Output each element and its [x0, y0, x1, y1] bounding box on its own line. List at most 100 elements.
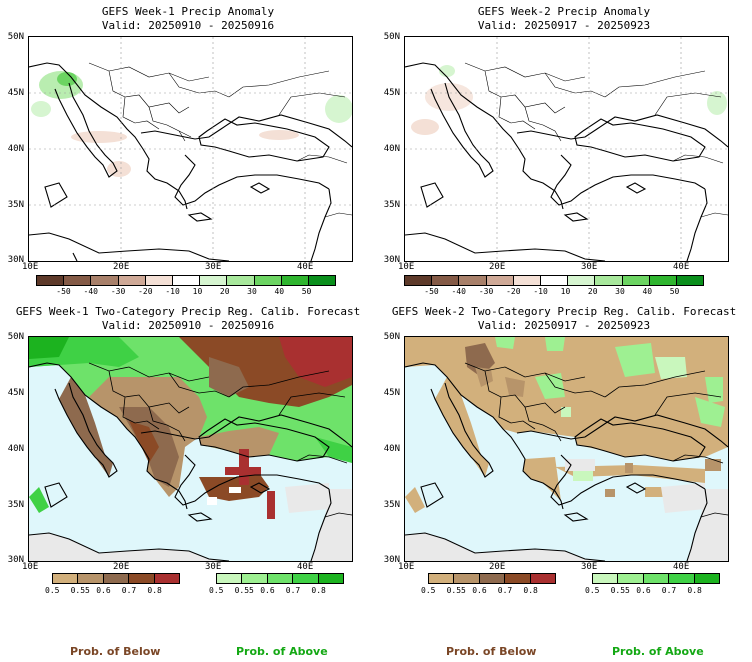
colorbar-tick-label: 0.6: [472, 586, 487, 595]
panel-valid-dates: Valid: 20250917 - 20250923: [477, 19, 651, 32]
above-colorbar: [216, 573, 344, 584]
colorbar-swatch: [145, 276, 173, 285]
lat-label: 35N: [7, 200, 24, 210]
colorbar-tick-label: -10: [533, 287, 548, 296]
colorbar-swatch: [649, 276, 677, 285]
panel-title: GEFS Week-2 Two-Category Precip Reg. Cal…: [391, 305, 737, 318]
colorbar-tick-label: 40: [642, 287, 653, 296]
colorbar-swatch: [242, 574, 268, 583]
colorbar-swatch: [37, 276, 65, 285]
colorbar-swatch: [172, 276, 201, 285]
caption-prob-below: Prob. of Below: [446, 645, 537, 658]
colorbar-swatch: [694, 574, 720, 583]
lon-label: 30E: [581, 262, 598, 272]
colorbar-swatch: [254, 276, 282, 285]
colorbar-tick-label: -50: [424, 287, 439, 296]
colorbar-tick-label: -30: [478, 287, 494, 296]
panel-week2-anomaly: GEFS Week-2 Precip Anomaly Valid: 202509…: [376, 0, 752, 300]
colorbar-swatch: [318, 574, 344, 583]
coastlines: [405, 62, 728, 261]
above-colorbar-labels: 0.5 0.55 0.6 0.7 0.8: [585, 586, 720, 598]
anomaly-colorbar-labels: -50 -40 -30 -20 -10 10 20 30 40 50: [404, 287, 704, 299]
colorbar-tick-label: 0.55: [610, 586, 630, 595]
colorbar-swatch: [308, 276, 336, 285]
panel-title: GEFS Week-1 Precip Anomaly: [101, 5, 275, 18]
colorbar-tick-label: 50: [669, 287, 680, 296]
colorbar-tick-label: 0.8: [687, 586, 702, 595]
colorbar-tick-label: 0.5: [421, 586, 436, 595]
colorbar-tick-label: 0.5: [209, 586, 224, 595]
probability-map: [28, 336, 353, 562]
panel-week2-probability: GEFS Week-2 Two-Category Precip Reg. Cal…: [376, 300, 752, 600]
colorbar-swatch: [432, 276, 460, 285]
colorbar-swatch: [593, 574, 619, 583]
colorbar-swatch: [643, 574, 670, 583]
panel-week1-anomaly: GEFS Week-1 Precip Anomaly Valid: 202509…: [0, 0, 376, 300]
colorbar-swatch: [676, 276, 704, 285]
caption-prob-above: Prob. of Above: [236, 645, 328, 658]
anomaly-colorbar: [404, 275, 704, 286]
colorbar-swatch: [486, 276, 514, 285]
map-canvas: [405, 37, 728, 261]
lat-label: 35N: [383, 200, 400, 210]
colorbar-swatch: [53, 574, 79, 583]
colorbar-tick-label: 0.7: [661, 586, 677, 595]
anomaly-colorbar: [36, 275, 336, 286]
lon-label: 10E: [22, 262, 39, 272]
colorbar-tick-label: 10: [192, 287, 203, 296]
colorbar-swatch: [513, 276, 541, 285]
colorbar-tick-label: 20: [219, 287, 230, 296]
lat-label: 45N: [7, 388, 24, 398]
colorbar-swatch: [622, 276, 650, 285]
colorbar-tick-label: 0.7: [121, 586, 137, 595]
above-colorbar: [592, 573, 720, 584]
lon-label: 20E: [489, 262, 506, 272]
colorbar-tick-label: 0.55: [234, 586, 254, 595]
colorbar-tick-label: -40: [83, 287, 98, 296]
colorbar-tick-label: -50: [56, 287, 71, 296]
colorbar-swatch: [64, 276, 92, 285]
below-colorbar: [428, 573, 556, 584]
coastlines: [29, 362, 352, 561]
panel-title: GEFS Week-2 Precip Anomaly: [477, 5, 651, 18]
colorbar-tick-label: 40: [274, 287, 285, 296]
colorbar-tick-label: -20: [506, 287, 521, 296]
colorbar-swatch: [103, 574, 130, 583]
colorbar-tick-label: 0.6: [260, 586, 275, 595]
colorbar-tick-label: 0.6: [96, 586, 111, 595]
lon-label: 40E: [673, 562, 690, 572]
colorbar-tick-label: 10: [560, 287, 571, 296]
colorbar-tick-label: -10: [165, 287, 180, 296]
colorbar-swatch: [454, 574, 480, 583]
anomaly-map: [28, 36, 353, 262]
colorbar-swatch: [91, 276, 119, 285]
colorbar-swatch: [530, 574, 556, 583]
lat-label: 50N: [7, 332, 24, 342]
colorbar-swatch: [669, 574, 695, 583]
colorbar-tick-label: 50: [301, 287, 312, 296]
map-canvas: [29, 37, 352, 261]
colorbar-tick-label: -40: [451, 287, 466, 296]
colorbar-tick-label: 0.8: [311, 586, 326, 595]
below-colorbar: [52, 573, 180, 584]
lat-label: 30N: [383, 255, 400, 265]
borders: [88, 62, 352, 218]
colorbar-tick-label: -20: [138, 287, 153, 296]
colorbar-swatch: [405, 276, 433, 285]
gridlines: [29, 37, 352, 261]
lat-label: 50N: [383, 332, 400, 342]
colorbar-tick-label: -30: [110, 287, 126, 296]
colorbar-tick-label: 0.8: [523, 586, 538, 595]
lon-label: 10E: [398, 562, 415, 572]
colorbar-swatch: [568, 276, 596, 285]
gridlines: [405, 37, 728, 261]
lat-label: 40N: [7, 444, 24, 454]
lon-label: 10E: [22, 562, 39, 572]
anomaly-shading: [411, 65, 727, 135]
lon-label: 20E: [113, 562, 130, 572]
caption-prob-above: Prob. of Above: [612, 645, 704, 658]
coastlines: [29, 62, 352, 261]
colorbar-swatch: [429, 574, 455, 583]
colorbar-swatch: [78, 574, 104, 583]
lon-label: 30E: [205, 562, 222, 572]
